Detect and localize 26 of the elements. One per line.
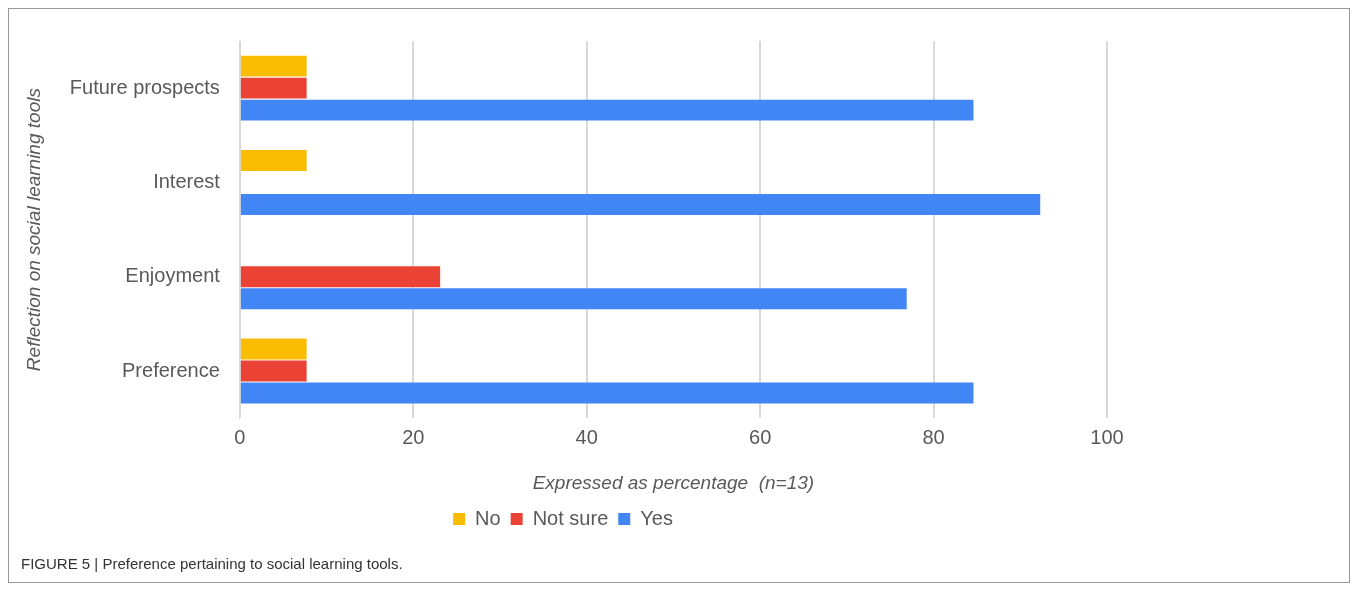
y-tick-label: Preference: [122, 358, 220, 381]
bar: [240, 77, 307, 99]
legend-label: No: [475, 506, 501, 529]
bar: [240, 338, 307, 360]
x-tick-label: 40: [575, 425, 598, 448]
y-axis-title: Reflection on social learning tools: [22, 87, 44, 372]
x-tick-label: 100: [1090, 425, 1124, 448]
y-tick-label: Future prospects: [69, 75, 220, 98]
y-tick-label: Enjoyment: [125, 264, 221, 287]
y-tick-label: Interest: [153, 169, 221, 192]
bar: [240, 266, 441, 288]
bar: [240, 288, 907, 310]
legend-label: Not sure: [532, 506, 609, 529]
x-tick-label: 20: [402, 425, 425, 448]
x-tick-label: 80: [922, 425, 945, 448]
bar: [240, 194, 1041, 215]
bar: [240, 382, 974, 404]
x-tick-label: 60: [749, 425, 772, 448]
bar: [240, 150, 307, 171]
bar: [240, 55, 307, 77]
x-tick-label: 0: [234, 425, 246, 448]
bar: [240, 360, 307, 382]
legend-label: Yes: [640, 506, 673, 529]
caption: FIGURE 5 | Preference pertaining to social learning tools.: [20, 554, 404, 574]
x-axis-title: Expressed as percentage (n=13): [532, 471, 815, 493]
bar: [240, 99, 974, 121]
